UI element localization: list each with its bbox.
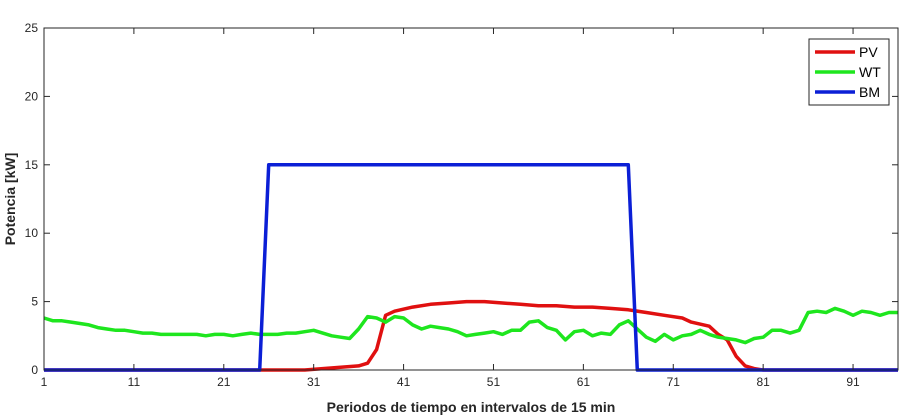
plot-area xyxy=(44,28,898,370)
x-tick-label: 11 xyxy=(128,375,141,389)
legend-label-wt: WT xyxy=(859,64,881,80)
x-tick-label: 51 xyxy=(487,375,501,389)
x-axis-label: Periodos de tiempo en intervalos de 15 m… xyxy=(327,399,616,415)
legend-label-bm: BM xyxy=(859,84,880,100)
legend-label-pv: PV xyxy=(859,44,878,60)
x-tick-label: 91 xyxy=(846,375,860,389)
x-axis: 1 11 21 31 41 51 61 71 81 91 xyxy=(41,28,860,389)
plot-frame xyxy=(43,27,899,371)
legend: PV WT BM xyxy=(808,38,890,106)
x-tick-label: 71 xyxy=(667,375,681,389)
series-line-wt xyxy=(43,306,898,345)
x-tick-label: 61 xyxy=(577,375,591,389)
series-line-pv xyxy=(44,299,898,372)
y-axis: 0 5 10 15 20 25 xyxy=(25,21,898,377)
x-tick-label: 1 xyxy=(41,375,48,389)
y-tick-label: 15 xyxy=(25,158,39,172)
y-tick-label: 25 xyxy=(25,21,39,35)
y-tick-label: 10 xyxy=(25,226,39,240)
y-axis-label: Potencia [kW] xyxy=(2,153,18,246)
y-tick-label: 20 xyxy=(25,89,39,103)
x-tick-label: 31 xyxy=(307,375,321,389)
x-tick-label: 41 xyxy=(397,375,411,389)
x-tick-label: 21 xyxy=(217,375,231,389)
y-tick-label: 0 xyxy=(31,363,38,377)
y-tick-label: 5 xyxy=(31,295,38,309)
x-tick-label: 81 xyxy=(756,375,770,389)
